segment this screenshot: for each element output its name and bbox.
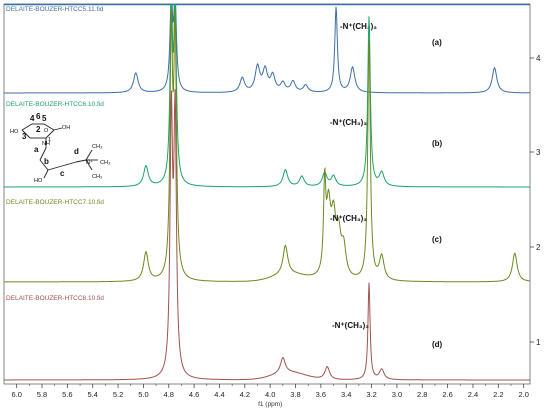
spectrum-line-a [4, 4, 530, 94]
x-tick-label: 3.8 [290, 390, 300, 399]
structure-label: CH₃ [100, 160, 110, 166]
spectrum-line-c [4, 8, 530, 283]
panel-label: (b) [432, 139, 443, 148]
x-tick-label: 3.6 [316, 390, 326, 399]
structure-label: 4 [30, 114, 35, 123]
structure-label: HO [10, 129, 19, 135]
right-axis-label: 2 [536, 243, 541, 252]
bond [21, 123, 33, 131]
structure-label: c [60, 169, 65, 178]
x-tick-label: 2.8 [417, 390, 427, 399]
bond [45, 129, 55, 139]
spectrum-line-d [4, 89, 530, 381]
structure-label: N⁺ [86, 159, 93, 166]
structure-label: a [34, 145, 39, 154]
bond [39, 159, 49, 171]
series-file-label: DELAITE-BOUZER-HTCC6.10.fid [6, 101, 104, 108]
structure-label: b [44, 157, 49, 166]
x-tick-label: 3.2 [366, 390, 376, 399]
structure-label: 1 [48, 137, 51, 143]
structure-label: d [74, 147, 79, 156]
panel-label: (d) [432, 340, 443, 349]
bond [85, 159, 93, 171]
bond [43, 123, 55, 131]
spectrum-line-b [4, 4, 530, 188]
peak-annotation: -N⁺(CH₃)₃ [340, 22, 377, 31]
x-tick-label: 6.0 [11, 390, 21, 399]
peak-annotation: -N⁺(CH₃)₃ [330, 118, 367, 127]
structure-label: CH₃ [92, 174, 102, 180]
x-tick-label: 4.6 [189, 390, 199, 399]
structure-label: 2 [36, 125, 41, 134]
bond [39, 147, 47, 161]
x-tick-label: 4.4 [214, 390, 224, 399]
structure-label: 6 [36, 112, 41, 121]
x-tick-label: 3.4 [341, 390, 351, 399]
series-file-label: DELAITE-BOUZER-HTCC5.11.fid [6, 6, 104, 13]
structure-label: 5 [42, 114, 47, 123]
right-axis-label: 3 [536, 148, 541, 157]
x-tick-label: 5.0 [138, 390, 148, 399]
x-tick-label: 4.2 [240, 390, 250, 399]
bond [43, 169, 49, 179]
right-axis-label: 1 [536, 338, 541, 347]
series-file-label: DELAITE-BOUZER-HTCC7.10.fid [6, 199, 104, 206]
structure-label: NH [42, 141, 50, 147]
x-tick-label: 3.0 [392, 390, 402, 399]
plot-frame [3, 3, 531, 385]
structure-label: 3 [22, 132, 27, 141]
x-tick-label: 2.2 [493, 390, 503, 399]
structure-label: CH₃ [92, 144, 102, 150]
bond [75, 159, 87, 163]
bond [53, 127, 63, 131]
x-axis-label: f1 (ppm) [258, 401, 282, 408]
peak-annotation: -N⁺(CH₃)₃ [330, 214, 367, 223]
structure-label: HO [34, 178, 43, 184]
x-tick-label: 2.0 [518, 390, 528, 399]
x-tick-label: 4.0 [265, 390, 275, 399]
series-file-label: DELAITE-BOUZER-HTCC8.10.fid [6, 295, 104, 302]
bond [47, 165, 63, 171]
bond [61, 161, 77, 167]
x-tick-label: 2.4 [468, 390, 478, 399]
bond [21, 129, 31, 139]
structure-label: OH [62, 125, 70, 131]
panel-label: (c) [432, 235, 442, 244]
peak-annotation: -N⁺(CH₃)₃ [332, 321, 369, 330]
bond [85, 149, 93, 161]
x-tick-label: 5.6 [62, 390, 72, 399]
x-tick-label: 5.2 [113, 390, 123, 399]
x-tick-label: 2.6 [442, 390, 452, 399]
panel-label: (a) [432, 38, 442, 47]
structure-label: O [44, 128, 49, 134]
right-axis-label: 4 [536, 54, 541, 63]
x-tick-label: 5.8 [37, 390, 47, 399]
x-tick-label: 5.4 [88, 390, 98, 399]
x-tick-label: 4.8 [164, 390, 174, 399]
